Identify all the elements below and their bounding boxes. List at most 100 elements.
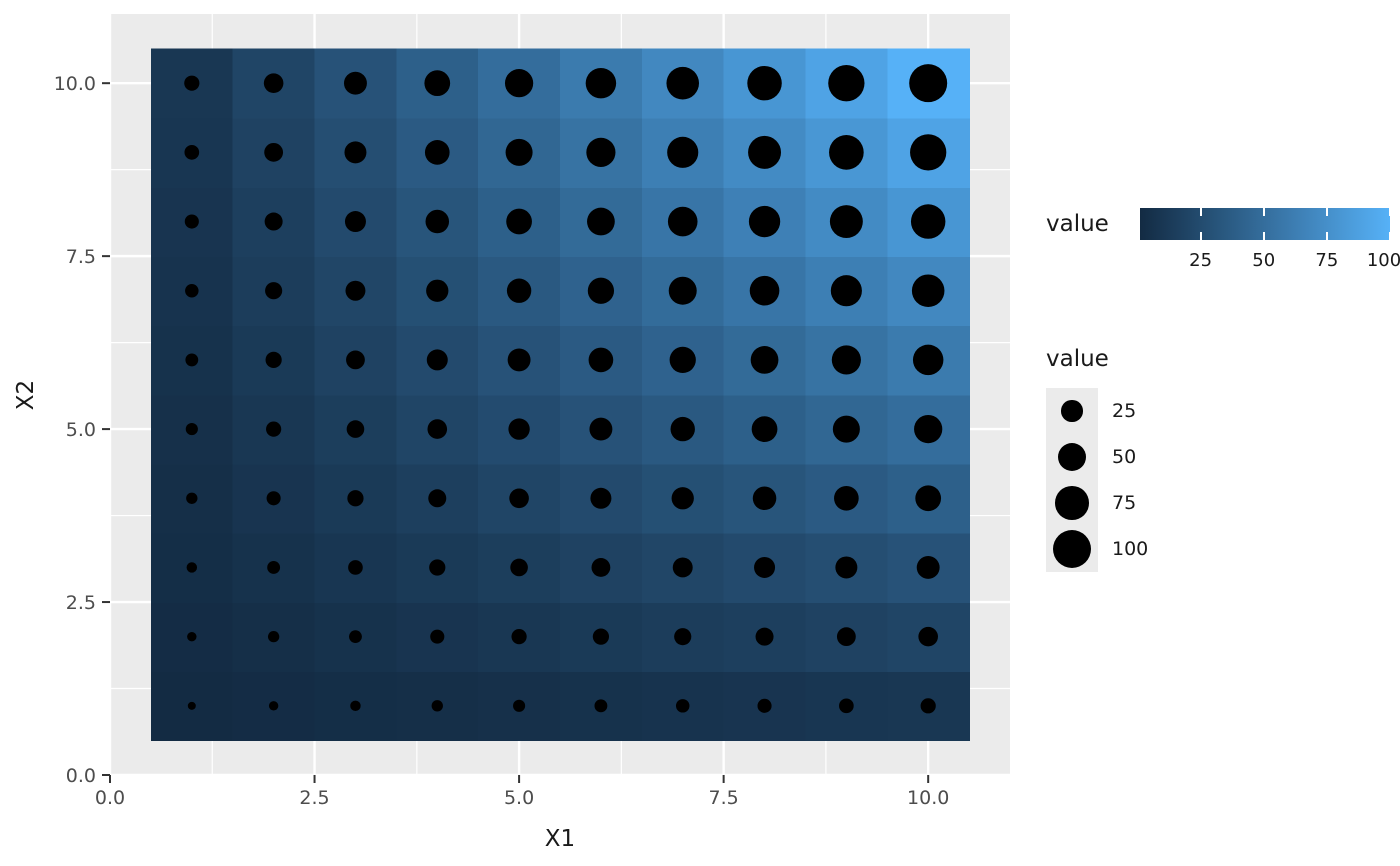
data-point: [914, 414, 943, 444]
x-tick-label: 7.5: [709, 787, 739, 809]
data-point: [912, 344, 944, 376]
data-point: [748, 135, 782, 169]
points-layer: [184, 64, 948, 714]
size-legend-dot: [1057, 442, 1087, 472]
size-legend-key: [1046, 434, 1098, 480]
colorbar-tick-mark: [1262, 232, 1265, 240]
size-legend-row: 100: [1046, 526, 1148, 572]
size-legend-dot: [1061, 400, 1083, 422]
data-point: [425, 209, 450, 234]
size-legend-row: 75: [1046, 480, 1148, 526]
colorbar-tick-mark: [1389, 232, 1391, 240]
size-legend: value 25 50 75 100: [1046, 346, 1148, 572]
data-point: [185, 423, 198, 436]
y-tick-label: 10.0: [54, 73, 96, 95]
data-point: [348, 560, 363, 575]
data-point: [267, 630, 280, 643]
data-point: [505, 138, 533, 166]
size-legend-label: 25: [1112, 400, 1137, 422]
data-point: [267, 561, 281, 574]
data-point: [839, 698, 854, 714]
data-point: [666, 66, 700, 100]
colorbar-tick-mark: [1325, 232, 1328, 240]
data-point: [264, 212, 283, 231]
size-legend-label: 75: [1112, 492, 1137, 514]
colorbar-tick-mark: [1199, 208, 1202, 216]
data-point: [920, 698, 936, 714]
data-point: [832, 415, 860, 443]
data-point: [345, 280, 366, 301]
data-point: [670, 416, 695, 442]
data-point: [918, 626, 938, 647]
colorbar-tick-mark: [1199, 232, 1202, 240]
data-point: [671, 487, 694, 510]
data-point: [588, 347, 614, 373]
x-tick-label: 10.0: [907, 787, 949, 809]
colorbar-tick-mark: [1325, 208, 1328, 216]
data-point: [187, 701, 196, 710]
data-point: [346, 420, 365, 438]
data-point: [185, 353, 199, 367]
data-point: [668, 276, 697, 305]
y-axis-title-wrap: X2: [8, 14, 44, 775]
data-point: [264, 142, 284, 162]
size-legend-key: [1046, 526, 1098, 572]
data-point: [748, 205, 781, 238]
data-point: [428, 489, 447, 508]
y-tick-label: 7.5: [66, 246, 96, 268]
data-point: [508, 418, 530, 440]
data-point: [507, 348, 531, 372]
data-point: [750, 346, 779, 374]
data-point: [830, 275, 862, 307]
data-point: [511, 629, 527, 645]
data-point: [430, 629, 445, 644]
data-point: [747, 65, 782, 101]
data-point: [828, 65, 865, 102]
y-tick-label: 2.5: [66, 592, 96, 614]
data-point: [346, 350, 365, 370]
colorbar: 25 50 75 100: [1140, 208, 1400, 271]
data-point: [426, 279, 449, 302]
data-point: [590, 487, 612, 509]
data-point: [263, 73, 284, 93]
size-legend-row: 50: [1046, 434, 1148, 480]
data-point: [510, 558, 528, 577]
data-point: [589, 417, 613, 441]
y-tick-label: 5.0: [66, 419, 96, 441]
y-axis-title: X2: [12, 379, 39, 410]
data-point: [506, 208, 532, 235]
data-point: [752, 486, 777, 511]
data-point: [347, 490, 364, 507]
colorbar-tick-label: 50: [1252, 250, 1276, 271]
data-point: [426, 349, 448, 371]
x-tick-label: 0.0: [95, 787, 125, 809]
data-point: [586, 137, 616, 167]
data-point: [184, 214, 199, 229]
size-legend-key: [1046, 480, 1098, 526]
data-point: [265, 351, 282, 369]
data-point: [831, 345, 861, 375]
data-point: [187, 631, 197, 642]
data-point: [349, 630, 362, 644]
colorbar-tick-mark: [1389, 208, 1391, 216]
data-point: [594, 699, 608, 713]
size-legend-rows: 25 50 75 100: [1046, 388, 1148, 572]
data-point: [835, 556, 858, 579]
colorbar-tick-label: 25: [1189, 250, 1213, 271]
data-point: [667, 136, 699, 168]
data-point: [513, 699, 526, 712]
data-point: [509, 488, 529, 509]
data-point: [185, 283, 199, 298]
data-point: [669, 346, 696, 374]
data-point: [829, 205, 863, 239]
data-point: [910, 134, 947, 171]
data-point: [592, 628, 610, 645]
data-point: [751, 416, 778, 442]
size-legend-label: 100: [1112, 538, 1149, 560]
size-legend-key: [1046, 388, 1098, 434]
data-point: [184, 145, 200, 160]
data-point: [431, 700, 443, 712]
data-point: [344, 211, 366, 233]
data-point: [344, 141, 367, 164]
data-point: [675, 699, 690, 713]
